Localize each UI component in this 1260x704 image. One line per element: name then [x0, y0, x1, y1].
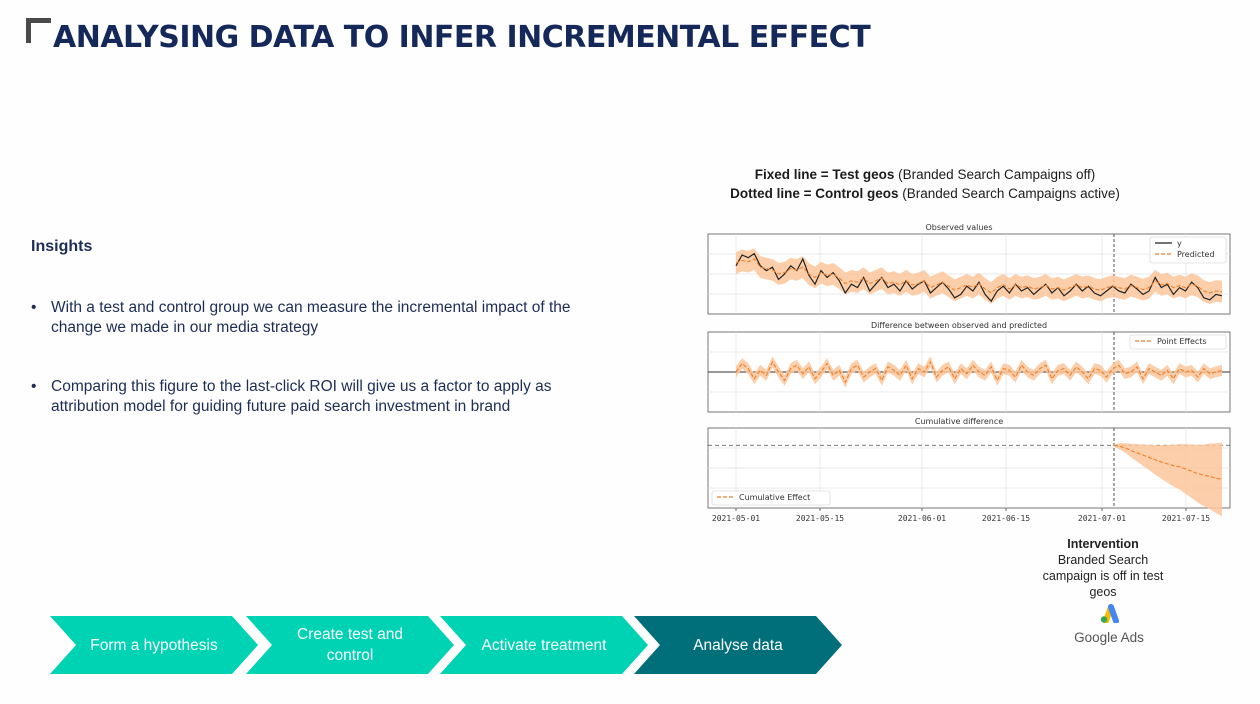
google-ads-logo: Google Ads [1062, 603, 1156, 645]
panel-legend: Cumulative Effect [711, 490, 831, 506]
legend-label: Predicted [1177, 250, 1215, 259]
confidence-band [736, 248, 1222, 304]
chart-legend-note: Fixed line = Test geos (Branded Search C… [720, 165, 1130, 203]
process-steps: Form a hypothesis Create test and contro… [50, 616, 850, 674]
x-tick-label: 2021-05-01 [712, 514, 760, 523]
step-label: Form a hypothesis [90, 636, 218, 654]
legend-note-control-label: Dotted line = Control geos [730, 186, 899, 201]
series-line-y [735, 252, 1223, 303]
legend-note-line-1: Fixed line = Test geos (Branded Search C… [720, 165, 1130, 184]
intervention-title: Intervention [1067, 537, 1139, 551]
insight-text: With a test and control group we can mea… [51, 299, 571, 336]
legend-note-test-detail: (Branded Search Campaigns off) [894, 167, 1096, 182]
legend-note-line-2: Dotted line = Control geos (Branded Sear… [720, 184, 1130, 203]
confidence-band [1114, 442, 1222, 517]
x-tick-label: 2021-05-15 [796, 514, 844, 523]
step-label: Activate treatment [481, 636, 607, 654]
title-corner-bracket [26, 18, 51, 43]
series-line-point-effects [735, 360, 1223, 384]
x-tick-label: 2021-06-15 [982, 514, 1030, 523]
panel-title: Difference between observed and predicte… [871, 321, 1047, 330]
panel-legend: y Predicted [1149, 236, 1227, 264]
panel-legend: Point Effects [1129, 334, 1227, 350]
series-line-cumulative-effect [1113, 444, 1223, 480]
step-create-test-control: Create test and control [246, 616, 454, 674]
panel-title: Cumulative difference [915, 417, 1003, 426]
insights-heading: Insights [31, 238, 93, 255]
series-line-predicted [735, 258, 1223, 294]
bullet-dot: • [31, 378, 37, 395]
step-form-hypothesis: Form a hypothesis [50, 616, 258, 674]
legend-label: y [1177, 239, 1182, 248]
x-tick-label: 2021-07-01 [1078, 514, 1126, 523]
step-label: Create test and control [297, 626, 403, 664]
step-activate-treatment: Activate treatment [440, 616, 648, 674]
legend-label: Cumulative Effect [739, 493, 810, 502]
x-tick-label: 2021-06-01 [898, 514, 946, 523]
step-label: Analyse data [693, 636, 783, 654]
google-ads-label: Google Ads [1074, 630, 1144, 645]
intervention-note: Intervention Branded Search campaign is … [1030, 536, 1176, 600]
legend-box [1129, 334, 1227, 350]
causal-impact-chart: Observed values y Predicted Difference betw… [707, 223, 1231, 523]
legend-label: Point Effects [1157, 337, 1207, 346]
bullet-dot: • [31, 299, 37, 316]
step-analyse-data: Analyse data [634, 616, 842, 674]
legend-note-test-label: Fixed line = Test geos [754, 167, 895, 182]
insight-bullet: • With a test and control group we can m… [31, 298, 591, 337]
page-title: ANALYSING DATA TO INFER INCREMENTAL EFFE… [53, 20, 871, 55]
legend-box [711, 490, 831, 506]
insights-list: • With a test and control group we can m… [31, 298, 591, 456]
intervention-text: Branded Search campaign is off in test g… [1042, 553, 1164, 599]
insight-bullet: • Comparing this figure to the last-clic… [31, 377, 591, 416]
insight-text: Comparing this figure to the last-click … [51, 378, 552, 415]
x-tick-label: 2021-07-15 [1162, 514, 1210, 523]
panel-title: Observed values [925, 223, 992, 232]
legend-note-control-detail: (Branded Search Campaigns active) [898, 186, 1120, 201]
google-ads-icon [1100, 604, 1119, 624]
